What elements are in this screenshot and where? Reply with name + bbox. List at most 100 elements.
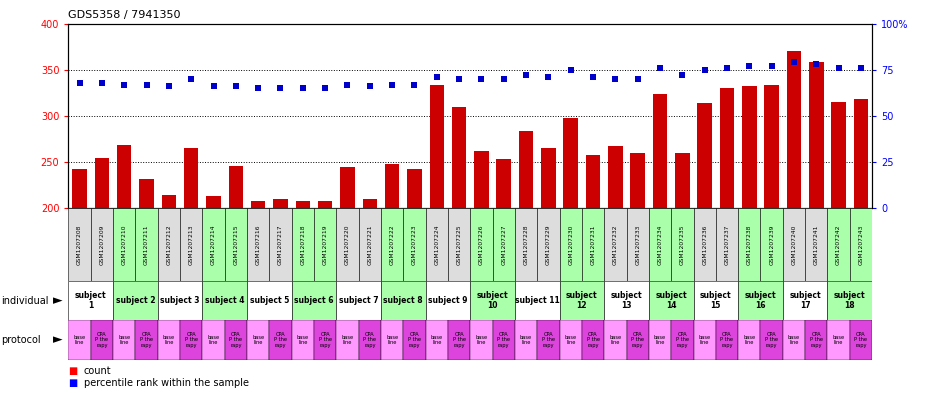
Text: subject
1: subject 1 <box>75 291 106 310</box>
Text: GSM1207242: GSM1207242 <box>836 224 841 265</box>
Bar <box>806 320 827 360</box>
Text: GSM1207212: GSM1207212 <box>166 224 171 265</box>
Bar <box>318 201 332 208</box>
Bar <box>649 208 671 281</box>
Bar <box>206 196 220 208</box>
Bar <box>336 208 359 281</box>
Text: base
line: base line <box>654 334 666 345</box>
Bar <box>448 208 470 281</box>
Bar <box>426 320 447 360</box>
Bar <box>247 320 270 360</box>
Text: base
line: base line <box>788 334 800 345</box>
Text: GSM1207223: GSM1207223 <box>412 224 417 265</box>
Text: GSM1207219: GSM1207219 <box>323 224 328 265</box>
Bar <box>563 118 578 208</box>
Bar <box>381 208 403 281</box>
Text: subject 5: subject 5 <box>250 296 289 305</box>
Point <box>831 65 846 71</box>
Text: subject
13: subject 13 <box>611 291 642 310</box>
Bar <box>140 179 154 208</box>
Point <box>317 85 332 92</box>
Text: subject
18: subject 18 <box>834 291 865 310</box>
Text: CPA
P the
rapy: CPA P the rapy <box>809 332 823 348</box>
Bar <box>787 51 801 208</box>
Bar <box>314 320 336 360</box>
Bar <box>68 208 90 281</box>
Bar <box>408 169 422 208</box>
Bar <box>854 99 868 208</box>
Bar <box>515 320 538 360</box>
Bar <box>162 195 176 208</box>
Bar <box>72 169 86 208</box>
Text: GSM1207214: GSM1207214 <box>211 224 216 265</box>
Point <box>742 63 757 69</box>
Text: CPA
P the
rapy: CPA P the rapy <box>542 332 555 348</box>
Bar <box>492 320 515 360</box>
Point <box>162 83 177 90</box>
Bar <box>806 208 827 281</box>
Text: CPA
P the
rapy: CPA P the rapy <box>720 332 733 348</box>
Bar <box>515 208 538 281</box>
Point <box>183 76 199 82</box>
Text: base
line: base line <box>386 334 398 345</box>
Text: GDS5358 / 7941350: GDS5358 / 7941350 <box>68 10 180 20</box>
Point <box>228 83 243 90</box>
Bar <box>831 102 846 208</box>
Bar <box>627 320 649 360</box>
Text: GSM1207243: GSM1207243 <box>859 224 864 265</box>
Text: ■: ■ <box>68 366 78 376</box>
Bar <box>675 153 690 208</box>
Text: CPA
P the
rapy: CPA P the rapy <box>318 332 332 348</box>
Bar <box>519 131 533 208</box>
Bar <box>90 320 113 360</box>
Bar <box>247 281 292 320</box>
Bar <box>671 320 694 360</box>
Point <box>451 76 466 82</box>
Text: CPA
P the
rapy: CPA P the rapy <box>95 332 108 348</box>
Bar <box>586 155 600 208</box>
Point <box>563 67 579 73</box>
Bar <box>202 208 224 281</box>
Text: GSM1207218: GSM1207218 <box>300 224 305 265</box>
Text: base
line: base line <box>162 334 175 345</box>
Bar <box>627 208 649 281</box>
Text: GSM1207209: GSM1207209 <box>100 224 104 265</box>
Bar <box>363 199 377 208</box>
Bar <box>742 86 756 208</box>
Bar <box>649 281 694 320</box>
Text: GSM1207228: GSM1207228 <box>523 224 528 265</box>
Bar <box>452 107 466 208</box>
Bar <box>426 208 447 281</box>
Point <box>496 76 511 82</box>
Bar <box>537 208 560 281</box>
Bar <box>783 320 806 360</box>
Bar <box>738 208 760 281</box>
Bar <box>381 281 426 320</box>
Text: subject
10: subject 10 <box>477 291 508 310</box>
Bar <box>95 158 109 208</box>
Bar <box>560 320 581 360</box>
Text: count: count <box>84 366 111 376</box>
Bar <box>180 320 202 360</box>
Bar <box>474 151 488 208</box>
Bar <box>738 281 783 320</box>
Bar <box>470 281 515 320</box>
Bar <box>113 320 135 360</box>
Bar <box>68 320 90 360</box>
Bar <box>694 208 716 281</box>
Text: base
line: base line <box>118 334 130 345</box>
Text: base
line: base line <box>743 334 755 345</box>
Bar <box>403 208 426 281</box>
Text: subject 11: subject 11 <box>515 296 560 305</box>
Bar <box>849 208 872 281</box>
Bar <box>113 208 135 281</box>
Bar <box>604 208 627 281</box>
Bar <box>426 281 470 320</box>
Bar <box>515 281 560 320</box>
Text: GSM1207225: GSM1207225 <box>457 224 462 265</box>
Point <box>295 85 311 92</box>
Text: GSM1207221: GSM1207221 <box>368 224 372 265</box>
Text: protocol: protocol <box>1 335 41 345</box>
Bar <box>783 208 806 281</box>
Text: GSM1207235: GSM1207235 <box>680 224 685 265</box>
